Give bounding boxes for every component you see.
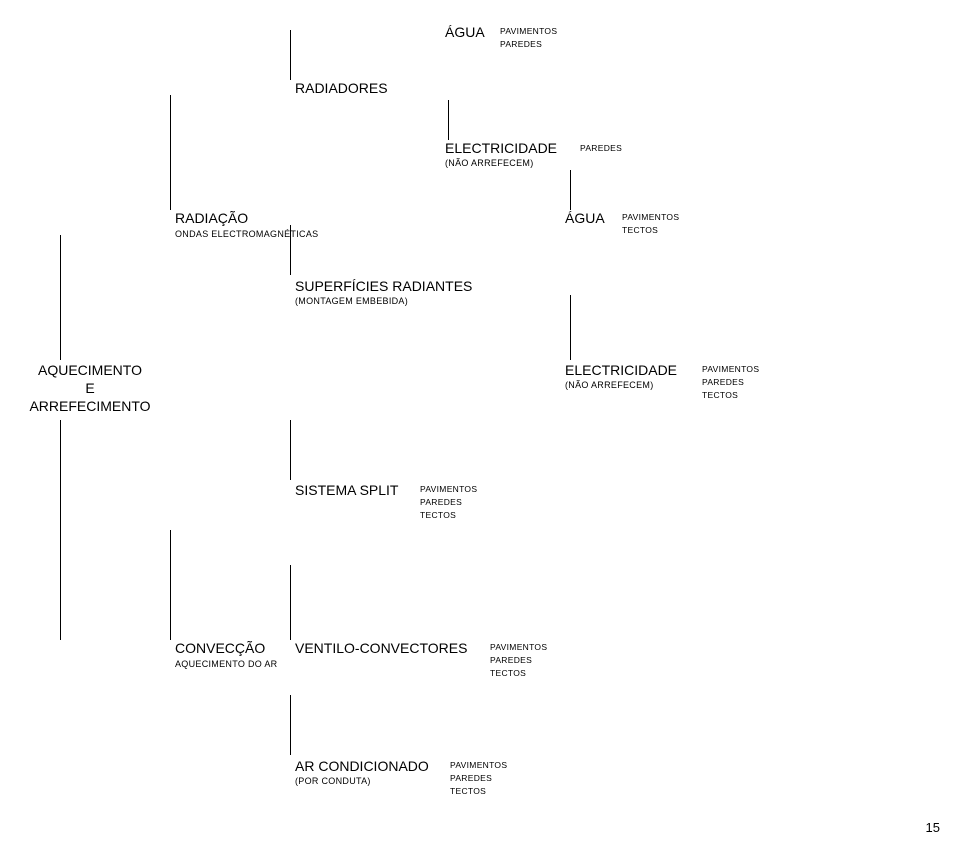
page-number: 15	[926, 820, 940, 835]
line-elec-mid	[570, 295, 571, 360]
elec-mid-label: ELECTRICIDADE	[565, 362, 677, 378]
agua-top-label: ÁGUA	[445, 24, 485, 40]
conveccao-label: CONVECÇÃO	[175, 640, 277, 656]
radiacao-block: RADIAÇÃO ONDAS ELECTROMAGNÉTICAS	[175, 210, 318, 239]
elec-top-sub: (NÃO ARREFECEM)	[445, 158, 557, 168]
split-side: PAVIMENTOS PAREDES TECTOS	[420, 484, 477, 520]
superficies-sub: (MONTAGEM EMBEBIDA)	[295, 296, 472, 306]
conveccao-block: CONVECÇÃO AQUECIMENTO DO AR	[175, 640, 277, 669]
line-root-top	[60, 235, 61, 360]
conveccao-sub: AQUECIMENTO DO AR	[175, 659, 277, 669]
arcond-side3: TECTOS	[450, 786, 507, 796]
agua-mid-side: PAVIMENTOS TECTOS	[622, 212, 679, 235]
line-radiacao	[170, 95, 171, 210]
superficies-block: SUPERFÍCIES RADIANTES (MONTAGEM EMBEBIDA…	[295, 278, 472, 306]
arcond-label: AR CONDICIONADO	[295, 758, 429, 774]
arcond-side: PAVIMENTOS PAREDES TECTOS	[450, 760, 507, 796]
agua-top-side1: PAVIMENTOS	[500, 26, 557, 36]
arcond-side2: PAREDES	[450, 773, 507, 783]
radiadores-label: RADIADORES	[295, 80, 388, 96]
line-agua-mid	[570, 170, 571, 210]
ventilo-label: VENTILO-CONVECTORES	[295, 640, 467, 656]
ventilo-side2: PAREDES	[490, 655, 547, 665]
elec-top-side1: PAREDES	[580, 143, 622, 153]
agua-mid-block: ÁGUA	[565, 210, 605, 228]
elec-mid-block: ELECTRICIDADE (NÃO ARREFECEM)	[565, 362, 677, 390]
radiadores-block: RADIADORES	[295, 80, 388, 98]
line-elec-top	[448, 100, 449, 140]
root-label1: AQUECIMENTO	[30, 362, 150, 378]
radiacao-label: RADIAÇÃO	[175, 210, 318, 226]
elec-mid-side: PAVIMENTOS PAREDES TECTOS	[702, 364, 759, 400]
split-block: SISTEMA SPLIT	[295, 482, 398, 500]
elec-mid-sub: (NÃO ARREFECEM)	[565, 380, 677, 390]
arcond-block: AR CONDICIONADO (POR CONDUTA)	[295, 758, 429, 786]
root-label3: ARREFECIMENTO	[10, 398, 170, 414]
elec-mid-side1: PAVIMENTOS	[702, 364, 759, 374]
arcond-sub: (POR CONDUTA)	[295, 776, 429, 786]
agua-mid-label: ÁGUA	[565, 210, 605, 226]
line-root-bottom	[60, 420, 61, 640]
line-conveccao	[170, 530, 171, 640]
ventilo-side1: PAVIMENTOS	[490, 642, 547, 652]
elec-top-side: PAREDES	[580, 143, 622, 153]
elec-top-label: ELECTRICIDADE	[445, 140, 557, 156]
line-ventilo	[290, 565, 291, 640]
ventilo-side: PAVIMENTOS PAREDES TECTOS	[490, 642, 547, 678]
agua-top-side2: PAREDES	[500, 39, 557, 49]
elec-top-block: ELECTRICIDADE (NÃO ARREFECEM)	[445, 140, 557, 168]
agua-mid-side1: PAVIMENTOS	[622, 212, 679, 222]
split-side2: PAREDES	[420, 497, 477, 507]
superficies-label: SUPERFÍCIES RADIANTES	[295, 278, 472, 294]
split-label: SISTEMA SPLIT	[295, 482, 398, 498]
split-side1: PAVIMENTOS	[420, 484, 477, 494]
agua-mid-side2: TECTOS	[622, 225, 679, 235]
root-block: AQUECIMENTO E ARREFECIMENTO	[30, 362, 150, 414]
radiacao-sub: ONDAS ELECTROMAGNÉTICAS	[175, 229, 318, 239]
root-label2: E	[30, 380, 150, 396]
ventilo-block: VENTILO-CONVECTORES	[295, 640, 467, 658]
ventilo-side3: TECTOS	[490, 668, 547, 678]
line-split	[290, 420, 291, 480]
arcond-side1: PAVIMENTOS	[450, 760, 507, 770]
agua-top-block: ÁGUA	[445, 24, 485, 42]
line-radiadores	[290, 30, 291, 80]
line-arcond	[290, 695, 291, 755]
elec-mid-side3: TECTOS	[702, 390, 759, 400]
agua-top-side: PAVIMENTOS PAREDES	[500, 26, 557, 49]
split-side3: TECTOS	[420, 510, 477, 520]
elec-mid-side2: PAREDES	[702, 377, 759, 387]
